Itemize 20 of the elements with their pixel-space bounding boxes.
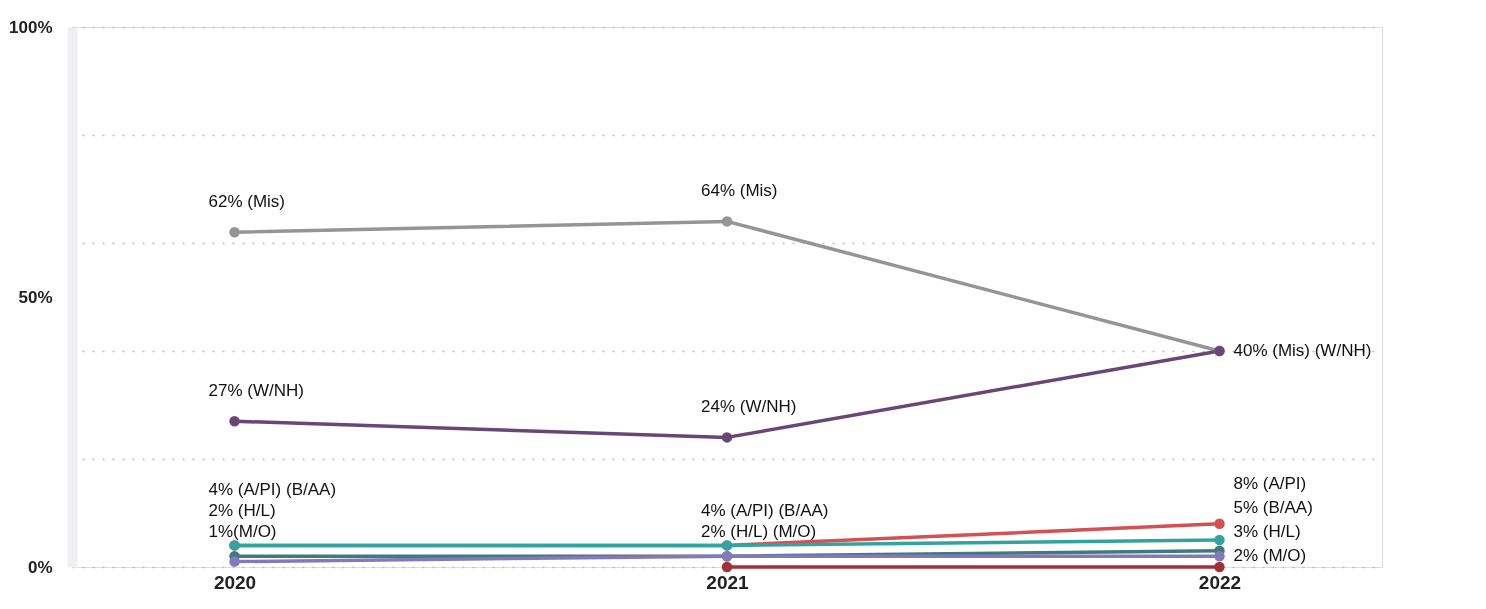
y-tick-label: 100% (9, 17, 53, 37)
x-tick-label: 2022 (1198, 571, 1242, 593)
annotation: 5% (B/AA) (1233, 498, 1313, 518)
annotation: 62% (Mis) (208, 192, 286, 212)
annotation: 8% (A/PI) (1233, 474, 1307, 494)
annotation: 4% (A/PI) (B/AA) (208, 480, 337, 500)
y-tick-label: 0% (27, 557, 53, 577)
annotation: 24% (W/NH) (701, 397, 797, 417)
annotation: 2% (M/O) (1233, 546, 1307, 566)
annotation: 3% (H/L) (1233, 522, 1301, 542)
x-tick-label: 2020 (213, 571, 257, 593)
annotation: 27% (W/NH) (208, 381, 304, 401)
x-tick-label: 2021 (706, 571, 750, 593)
annotation: 40% (Mis) (W/NH) (1233, 341, 1372, 360)
annotation: 4% (A/PI) (B/AA) (701, 501, 829, 521)
annotation: 2% (H/L) (M/O) (701, 522, 817, 542)
y-tick-label: 50% (18, 287, 53, 307)
annotation: 2% (H/L) (208, 501, 276, 521)
annotation: 1%(M/O) (208, 522, 277, 542)
annotation: 64% (Mis) (701, 181, 778, 201)
